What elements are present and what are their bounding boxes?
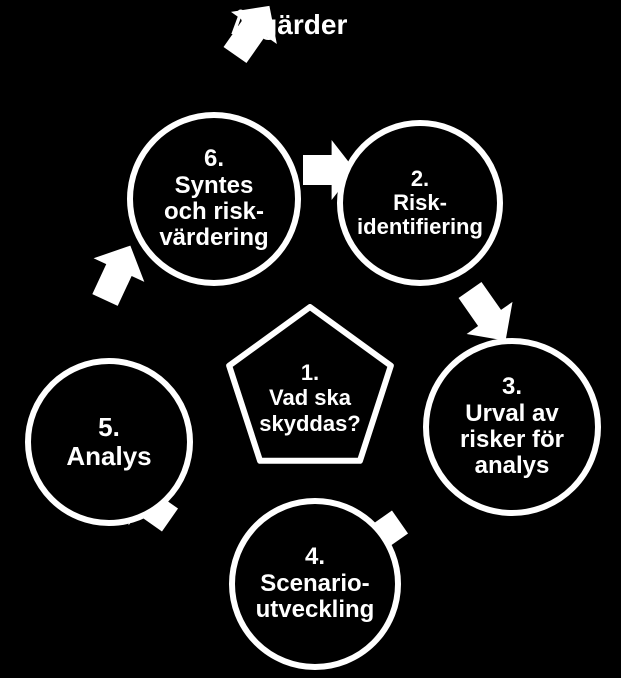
node-label-n5: 5. Analys	[66, 413, 151, 470]
node-label-n3: 3. Urval av risker för analys	[460, 374, 564, 480]
node-n4: 4. Scenario- utveckling	[229, 498, 401, 670]
node-label-n4: 4. Scenario- utveckling	[256, 544, 375, 623]
node-label-n2: 2. Risk- identifiering	[357, 167, 483, 240]
center-label: 1. Vad ska skyddas?	[259, 360, 361, 436]
node-n5: 5. Analys	[25, 358, 193, 526]
node-n2: 2. Risk- identifiering	[337, 120, 503, 286]
center-pentagon: 1. Vad ska skyddas?	[220, 304, 400, 480]
node-n3: 3. Urval av risker för analys	[423, 338, 601, 516]
node-label-n6: 6. Syntes och risk- värdering	[159, 146, 268, 252]
node-n6: 6. Syntes och risk- värdering	[127, 112, 301, 286]
